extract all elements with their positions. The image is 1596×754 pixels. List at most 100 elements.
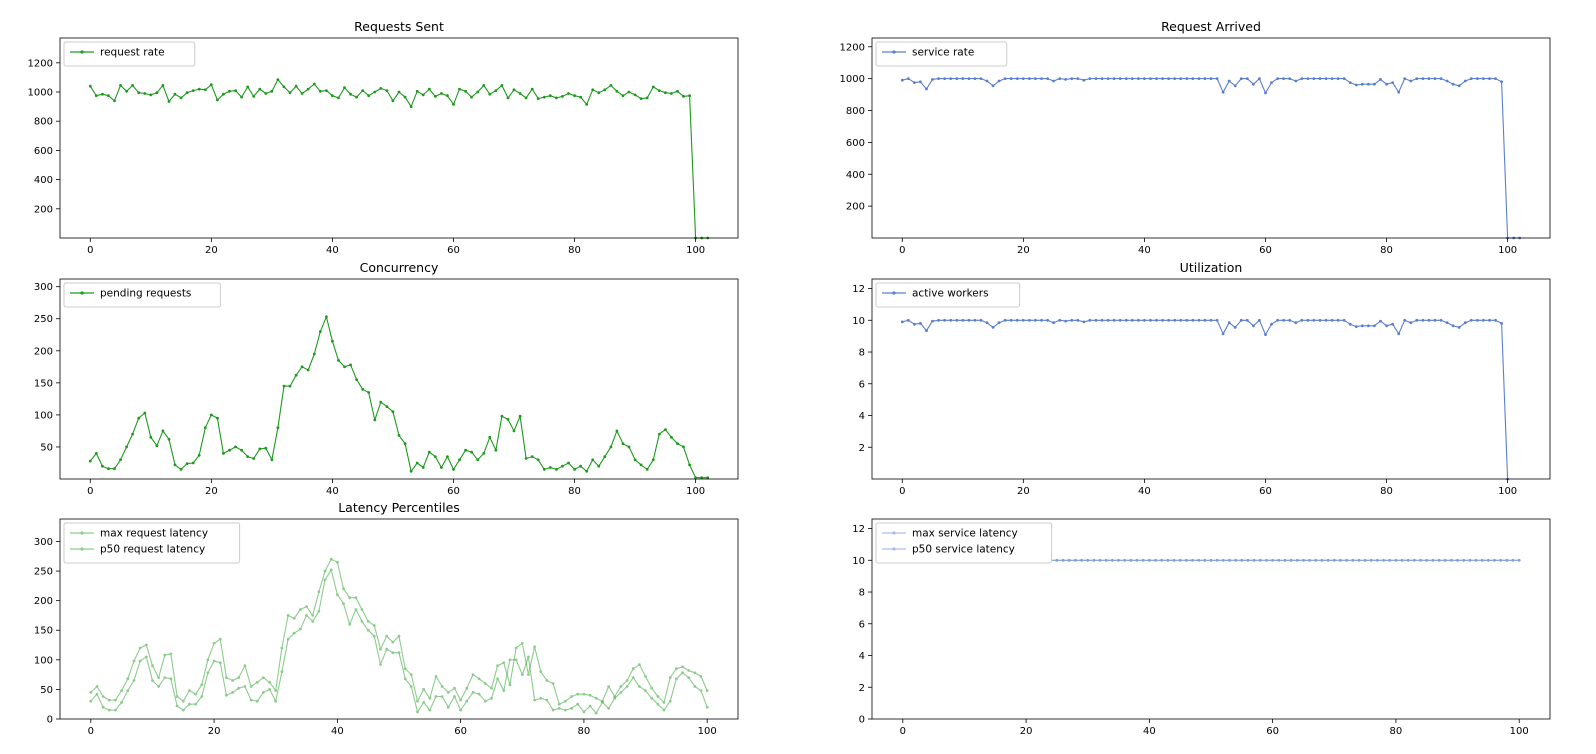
data-point	[483, 699, 487, 703]
legend-label: service rate	[912, 47, 974, 59]
data-point	[1264, 333, 1267, 336]
data-point	[422, 688, 426, 691]
data-point	[231, 691, 235, 694]
data-point	[512, 88, 516, 92]
data-point	[937, 77, 940, 80]
legend-box	[63, 522, 241, 564]
data-point	[1427, 77, 1431, 80]
x-tick-label: 20	[205, 486, 218, 497]
x-tick-label: 80	[568, 245, 581, 256]
data-point	[1179, 318, 1183, 322]
data-point	[1184, 558, 1188, 562]
data-point	[476, 458, 480, 462]
data-point	[367, 94, 371, 98]
y-tick-label: 12	[852, 284, 865, 295]
data-point	[1215, 558, 1219, 562]
y-tick-label: 1200	[840, 42, 865, 53]
y-tick-label: 2	[859, 683, 865, 694]
data-point	[1052, 79, 1055, 83]
data-point	[1403, 318, 1407, 322]
data-point	[280, 646, 284, 650]
data-point	[1276, 77, 1279, 80]
data-point	[1088, 318, 1092, 322]
data-point	[1419, 558, 1422, 562]
data-point	[299, 608, 302, 611]
data-point	[237, 676, 241, 679]
data-point	[494, 448, 498, 452]
data-point	[594, 696, 598, 700]
data-point	[1209, 558, 1213, 562]
data-point	[212, 641, 216, 645]
data-point	[337, 96, 340, 100]
data-point	[132, 659, 136, 663]
series-1	[89, 557, 709, 706]
data-point	[173, 92, 177, 96]
data-point	[312, 82, 316, 86]
data-point	[1433, 318, 1437, 322]
data-point	[300, 365, 304, 369]
data-point	[379, 400, 383, 404]
data-point	[403, 442, 407, 446]
data-point	[931, 78, 934, 81]
data-point	[650, 696, 654, 700]
axes-frame	[59, 37, 739, 239]
series-2	[89, 568, 709, 715]
data-point	[500, 84, 504, 87]
data-point	[155, 91, 159, 95]
data-point	[1357, 558, 1361, 562]
data-point	[573, 468, 576, 471]
data-point	[452, 103, 455, 106]
data-point	[675, 677, 678, 681]
x-tick-label: 0	[899, 245, 905, 256]
data-point	[527, 655, 530, 659]
data-point	[1450, 558, 1453, 562]
data-point	[657, 89, 661, 92]
data-point	[1239, 318, 1243, 322]
data-point	[555, 468, 558, 471]
data-point	[609, 84, 613, 87]
data-point	[113, 99, 116, 103]
data-point	[1028, 77, 1031, 80]
data-point	[681, 665, 684, 669]
y-tick-label: 300	[34, 537, 53, 548]
data-point	[114, 708, 117, 712]
data-point	[477, 692, 481, 696]
data-point	[292, 617, 296, 620]
data-point	[427, 87, 431, 91]
data-point	[255, 680, 259, 684]
data-point	[1415, 318, 1419, 322]
data-point	[163, 653, 167, 657]
data-point	[633, 93, 637, 97]
data-point	[458, 87, 461, 91]
x-tick-label: 20	[205, 245, 218, 256]
data-point	[225, 676, 228, 679]
x-tick-label: 100	[686, 486, 705, 497]
data-point	[644, 689, 647, 692]
data-point	[1431, 558, 1435, 562]
data-point	[1258, 318, 1261, 322]
data-point	[1179, 77, 1183, 80]
data-point	[985, 321, 989, 325]
data-point	[548, 94, 552, 98]
data-point	[1129, 558, 1133, 562]
data-point	[222, 452, 225, 455]
legend-label: active workers	[912, 288, 989, 300]
data-point	[107, 708, 111, 712]
data-point	[440, 685, 444, 688]
data-point	[391, 640, 395, 644]
data-point	[1028, 318, 1031, 322]
y-tick-label: 0	[47, 715, 53, 726]
data-point	[1100, 318, 1104, 322]
data-point	[1203, 77, 1207, 80]
data-point	[391, 651, 395, 655]
data-point	[101, 705, 105, 709]
data-point	[530, 455, 534, 458]
data-point	[1270, 81, 1273, 84]
data-point	[603, 455, 607, 458]
data-point	[700, 476, 704, 480]
data-point	[1494, 77, 1497, 80]
axes-frame	[871, 518, 1551, 720]
data-point	[906, 318, 910, 322]
data-point	[459, 698, 462, 702]
data-point	[276, 426, 280, 430]
